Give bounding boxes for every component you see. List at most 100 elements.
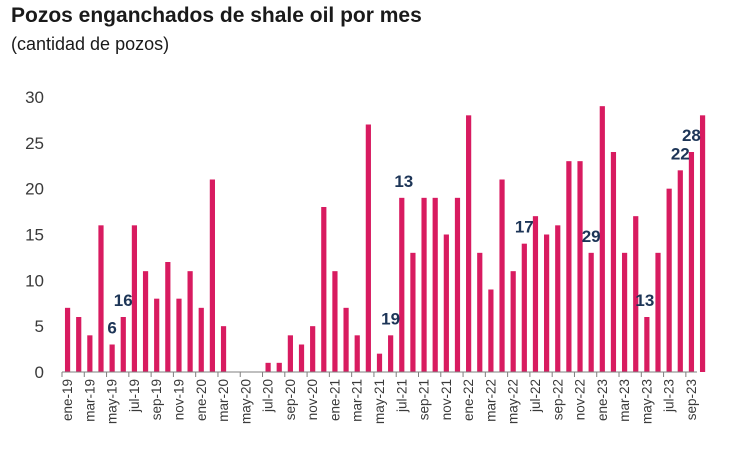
bar-jul-20 — [265, 362, 271, 372]
bar-feb-21 — [343, 307, 349, 372]
bar-abr-19 — [98, 225, 104, 372]
bar-ene-20 — [198, 307, 204, 372]
bar-ago-19 — [142, 271, 149, 372]
data-label-jun-19: 16 — [114, 291, 133, 310]
bar-may-22 — [510, 271, 516, 372]
data-label-dic-22: 29 — [582, 227, 601, 246]
x-tick-label: nov-19 — [171, 379, 186, 420]
y-tick-label: 20 — [25, 180, 44, 199]
data-label-may-23: 13 — [635, 291, 654, 310]
bar-may-23 — [644, 317, 650, 372]
bar-jun-21 — [388, 335, 394, 372]
bar-feb-20 — [209, 179, 215, 372]
bar-mar-20 — [220, 326, 227, 372]
x-tick-label: may-21 — [372, 379, 387, 424]
y-tick-label: 10 — [25, 271, 44, 290]
bar-oct-20 — [298, 344, 305, 372]
x-tick-label: ene-20 — [194, 379, 209, 421]
bar-ene-21 — [332, 271, 338, 372]
bar-mar-23 — [621, 252, 628, 372]
bar-undefined — [699, 115, 706, 372]
data-label-jul-21: 13 — [394, 172, 413, 191]
x-tick-label: mar-19 — [82, 379, 97, 422]
bar-abr-21 — [365, 124, 371, 372]
chart-subtitle: (cantidad de pozos) — [11, 34, 170, 54]
bar-dic-21 — [454, 197, 461, 372]
bar-sep-21 — [421, 197, 427, 372]
y-tick-label: 25 — [25, 134, 44, 153]
x-tick-label: may-23 — [639, 379, 654, 424]
x-tick-label: sep-22 — [550, 379, 565, 420]
x-tick-label: ene-23 — [595, 379, 610, 421]
bar-dic-19 — [187, 271, 193, 372]
data-label-jun-21: 19 — [381, 309, 400, 328]
data-label-ago-23: 22 — [671, 144, 690, 163]
bar-abr-23 — [633, 216, 639, 372]
bar-jun-23 — [655, 252, 661, 372]
bar-may-21 — [376, 353, 383, 372]
x-tick-label: jul-23 — [662, 379, 677, 413]
x-tick-label: may-19 — [105, 379, 120, 424]
bar-oct-19 — [165, 262, 171, 372]
bar-dic-20 — [321, 207, 327, 372]
bar-sep-19 — [154, 298, 160, 372]
x-axis: ene-19 mar-19 may-19 jul-19 sep-19 nov-19 ene-… — [60, 371, 699, 424]
y-tick-label: 30 — [25, 88, 44, 107]
bar-may-19 — [109, 344, 115, 372]
y-tick-label: 5 — [35, 317, 44, 336]
x-tick-label: may-20 — [238, 379, 253, 424]
x-tick-label: ene-19 — [60, 379, 75, 421]
y-tick-label: 0 — [35, 363, 44, 382]
x-tick-label: mar-23 — [617, 379, 632, 422]
bar-abr-22 — [499, 179, 505, 372]
data-label-may-19: 6 — [107, 319, 116, 338]
bar-jul-22 — [532, 216, 539, 372]
bar-sep-23 — [688, 152, 695, 372]
bar-ago-22 — [544, 234, 550, 372]
bar-ago-20 — [276, 362, 282, 372]
x-tick-label: nov-21 — [439, 379, 454, 420]
bar-oct-22 — [566, 161, 572, 372]
bar-ago-23 — [677, 170, 683, 372]
x-tick-label: ene-21 — [327, 379, 342, 421]
chart-title: Pozos enganchados de shale oil por mes — [11, 4, 422, 27]
bars — [64, 106, 706, 373]
x-tick-label: ene-22 — [461, 379, 476, 421]
bar-ene-23 — [599, 106, 605, 373]
y-tick-label: 15 — [25, 226, 44, 245]
bar-nov-21 — [443, 234, 449, 372]
bar-mar-22 — [488, 289, 494, 372]
bar-mar-21 — [354, 335, 360, 372]
x-tick-label: sep-23 — [684, 379, 699, 420]
x-tick-label: sep-21 — [417, 379, 432, 420]
bar-nov-19 — [176, 298, 182, 372]
x-tick-label: mar-21 — [350, 379, 365, 422]
data-label-jun-22: 17 — [515, 218, 534, 237]
y-axis: 0 5 10 15 20 25 30 — [25, 88, 44, 382]
bar-jul-21 — [399, 197, 405, 372]
bar-ene-19 — [64, 307, 71, 372]
bar-oct-21 — [432, 197, 438, 372]
bar-feb-19 — [76, 317, 82, 372]
x-tick-label: sep-19 — [149, 379, 164, 420]
bar-ago-21 — [410, 252, 416, 372]
bar-sep-22 — [555, 225, 561, 372]
x-tick-label: jul-20 — [261, 379, 276, 413]
bar-ene-22 — [466, 115, 472, 372]
bar-jul-19 — [131, 225, 138, 372]
bar-nov-22 — [577, 161, 583, 372]
bar-sep-20 — [287, 335, 293, 372]
x-tick-label: sep-20 — [283, 379, 298, 420]
bar-nov-20 — [310, 326, 316, 372]
bar-mar-19 — [87, 335, 93, 372]
x-tick-label: mar-20 — [216, 379, 231, 422]
bar-jun-19 — [120, 317, 126, 372]
x-tick-label: mar-22 — [483, 379, 498, 422]
x-tick-label: may-22 — [506, 379, 521, 424]
x-tick-label: jul-21 — [394, 379, 409, 413]
bar-jun-22 — [521, 243, 527, 372]
bar-feb-23 — [610, 152, 617, 372]
x-tick-label: nov-22 — [573, 379, 588, 420]
